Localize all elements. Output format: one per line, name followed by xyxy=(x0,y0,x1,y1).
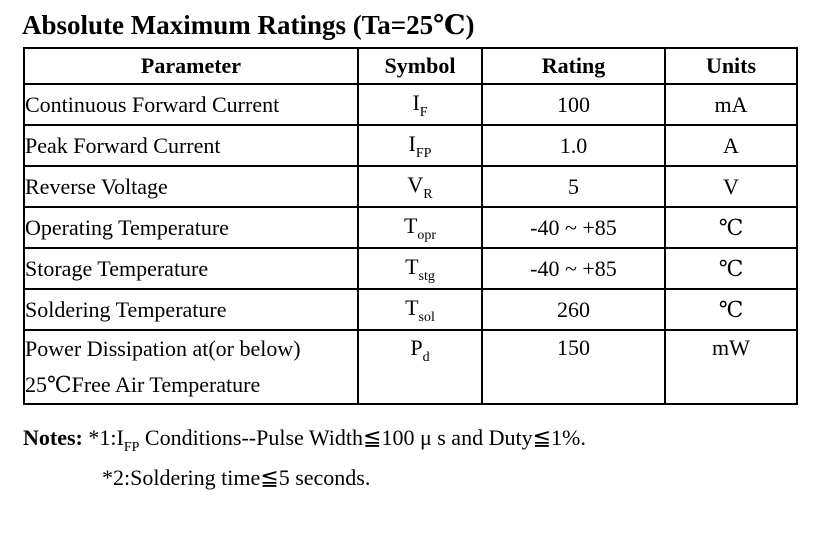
header-units: Units xyxy=(664,47,798,85)
header-parameter: Parameter xyxy=(23,47,359,85)
rating-cell: 260 xyxy=(481,288,666,331)
note-1-subscript: FP xyxy=(123,440,140,455)
table-header-row: Parameter Symbol Rating Units xyxy=(23,47,798,85)
symbol-subscript: F xyxy=(419,104,428,120)
unit-cell: V xyxy=(664,165,798,208)
symbol-cell: Pd xyxy=(357,329,483,405)
unit-cell: ℃ xyxy=(664,206,798,249)
symbol-main: I xyxy=(412,89,420,115)
parameter-line-2: 25℃Free Air Temperature xyxy=(25,372,261,397)
rating-cell: 5 xyxy=(481,165,666,208)
symbol-cell: IF xyxy=(357,83,483,126)
table-row: Operating Temperature Topr -40 ~ +85 ℃ xyxy=(23,206,798,249)
symbol-subscript: d xyxy=(422,350,430,365)
rating-cell: 100 xyxy=(481,83,666,126)
note-1-suffix: Conditions--Pulse Width≦100 μ s and Duty… xyxy=(139,425,586,450)
unit-cell: ℃ xyxy=(664,288,798,331)
table-row: Continuous Forward Current IF 100 mA xyxy=(23,83,798,126)
parameter-cell: Power Dissipation at(or below) 25℃Free Ai… xyxy=(23,329,359,405)
symbol-cell: IFP xyxy=(357,124,483,167)
table-row: Reverse Voltage VR 5 V xyxy=(23,165,798,208)
ratings-table: Parameter Symbol Rating Units Continuous… xyxy=(23,47,798,405)
rating-cell: -40 ~ +85 xyxy=(481,247,666,290)
parameter-cell: Continuous Forward Current xyxy=(23,83,359,126)
table-row: Power Dissipation at(or below) 25℃Free Ai… xyxy=(23,329,798,405)
header-rating: Rating xyxy=(481,47,666,85)
note-1-prefix: *1:I xyxy=(82,425,124,450)
symbol-subscript: opr xyxy=(417,227,437,243)
parameter-cell: Storage Temperature xyxy=(23,247,359,290)
notes-label: Notes: xyxy=(23,425,83,450)
symbol-subscript: R xyxy=(423,186,433,202)
symbol-cell: Tstg xyxy=(357,247,483,290)
parameter-cell: Operating Temperature xyxy=(23,206,359,249)
symbol-main: T xyxy=(405,253,419,279)
note-1: Notes: *1:IFP Conditions--Pulse Width≦10… xyxy=(23,420,586,460)
parameter-cell: Peak Forward Current xyxy=(23,124,359,167)
symbol-main: V xyxy=(407,171,424,197)
rating-cell: 1.0 xyxy=(481,124,666,167)
parameter-cell: Reverse Voltage xyxy=(23,165,359,208)
parameter-cell: Soldering Temperature xyxy=(23,288,359,331)
header-symbol: Symbol xyxy=(357,47,483,85)
symbol-main: I xyxy=(408,130,416,156)
note-2: *2:Soldering time≦5 seconds. xyxy=(102,465,371,490)
symbol-cell: VR xyxy=(357,165,483,208)
table-row: Peak Forward Current IFP 1.0 A xyxy=(23,124,798,167)
symbol-subscript: stg xyxy=(418,268,435,284)
notes-section: Notes: *1:IFP Conditions--Pulse Width≦10… xyxy=(23,420,586,496)
rating-cell: -40 ~ +85 xyxy=(481,206,666,249)
rating-cell: 150 xyxy=(481,329,666,405)
table-row: Soldering Temperature Tsol 260 ℃ xyxy=(23,288,798,331)
unit-cell: mA xyxy=(664,83,798,126)
unit-cell: mW xyxy=(664,329,798,405)
symbol-main: P xyxy=(410,335,423,360)
unit-cell: A xyxy=(664,124,798,167)
symbol-cell: Tsol xyxy=(357,288,483,331)
unit-cell: ℃ xyxy=(664,247,798,290)
symbol-subscript: FP xyxy=(415,145,432,161)
page-title: Absolute Maximum Ratings (Ta=25℃) xyxy=(22,10,475,40)
symbol-subscript: sol xyxy=(418,309,435,325)
table-row: Storage Temperature Tstg -40 ~ +85 ℃ xyxy=(23,247,798,290)
symbol-cell: Topr xyxy=(357,206,483,249)
symbol-main: T xyxy=(403,212,418,238)
symbol-main: T xyxy=(405,294,419,320)
parameter-line-1: Power Dissipation at(or below) xyxy=(25,336,301,361)
